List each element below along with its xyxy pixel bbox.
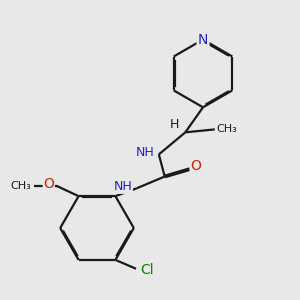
Text: O: O	[43, 177, 54, 191]
Text: CH₃: CH₃	[216, 124, 237, 134]
Text: NH: NH	[136, 146, 154, 159]
Text: Cl: Cl	[140, 263, 154, 277]
Text: H: H	[169, 118, 179, 131]
Text: CH₃: CH₃	[11, 181, 32, 191]
Text: NH: NH	[114, 180, 132, 193]
Text: N: N	[198, 33, 208, 46]
Text: O: O	[190, 159, 201, 173]
